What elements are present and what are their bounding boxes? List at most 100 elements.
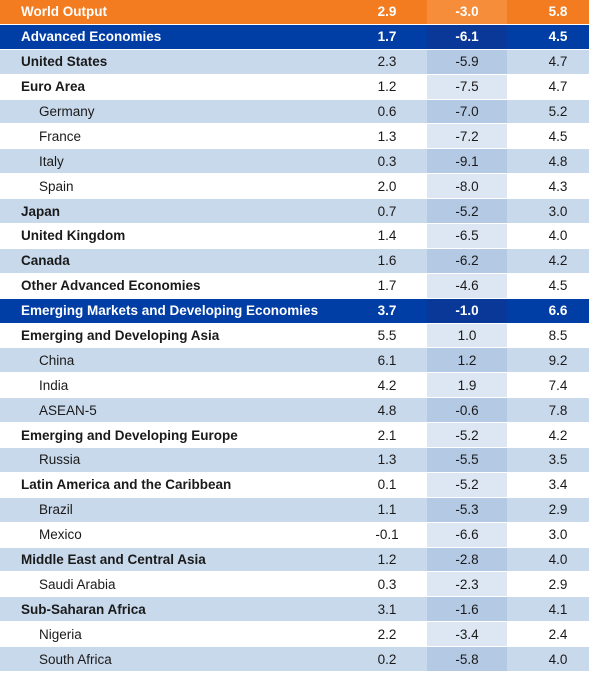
value-2019: 1.2 — [377, 79, 397, 95]
value-2021: 4.5 — [548, 128, 568, 144]
region-label: Nigeria — [39, 626, 82, 642]
value-2019: 3.7 — [377, 303, 397, 319]
value-2019: 1.7 — [377, 29, 397, 45]
value-2019: 0.1 — [377, 477, 397, 493]
region-label: Italy — [39, 153, 64, 169]
table-row: Spain 2.0 -8.0 4.3 — [0, 174, 589, 200]
region-label: India — [39, 377, 69, 393]
value-2020: -2.8 — [427, 547, 507, 572]
table-row: Advanced Economies 1.7 -6.1 4.5 — [0, 24, 589, 50]
value-2019: 0.7 — [377, 203, 397, 219]
value-2020: -1.6 — [427, 597, 507, 622]
value-2019: 1.6 — [377, 253, 397, 269]
value-2021: 2.9 — [548, 502, 568, 518]
value-2020: -5.2 — [427, 472, 507, 497]
value-2021: 8.5 — [548, 328, 568, 344]
value-2020: -7.2 — [427, 124, 507, 149]
value-2020: -4.6 — [427, 273, 507, 298]
region-label: China — [39, 352, 75, 368]
table-row: Canada 1.6 -6.2 4.2 — [0, 248, 589, 274]
value-2021: 7.4 — [548, 377, 568, 393]
region-label: Saudi Arabia — [39, 576, 116, 592]
value-2020: -7.5 — [427, 74, 507, 99]
region-label: United Kingdom — [21, 228, 126, 244]
value-2020: 1.0 — [427, 323, 507, 348]
table-row: Emerging and Developing Asia 5.5 1.0 8.5 — [0, 323, 589, 349]
table-row: Middle East and Central Asia 1.2 -2.8 4.0 — [0, 547, 589, 573]
value-2021: 4.8 — [548, 153, 568, 169]
region-label: Latin America and the Caribbean — [21, 477, 232, 493]
value-2020: -6.6 — [427, 522, 507, 547]
value-2020: -0.6 — [427, 398, 507, 423]
value-2019: 0.6 — [377, 104, 397, 119]
table-row: Brazil 1.1 -5.3 2.9 — [0, 497, 589, 523]
value-2020: -7.0 — [427, 99, 507, 124]
value-2021: 5.8 — [548, 4, 568, 20]
table-row: Emerging Markets and Developing Economie… — [0, 298, 589, 324]
value-2021: 4.0 — [548, 228, 568, 244]
region-label: Mexico — [39, 527, 82, 543]
region-label: Middle East and Central Asia — [21, 552, 206, 568]
value-2019: 2.1 — [377, 427, 397, 443]
table-row: China 6.1 1.2 9.2 — [0, 348, 589, 374]
value-2019: 4.8 — [377, 402, 397, 418]
table-row: United Kingdom 1.4 -6.5 4.0 — [0, 224, 589, 249]
value-2020: -5.8 — [427, 647, 507, 672]
region-label: Emerging and Developing Europe — [21, 427, 238, 443]
value-2021: 4.1 — [548, 601, 568, 617]
value-2019: 3.1 — [377, 601, 397, 617]
value-2021: 3.0 — [548, 203, 568, 219]
value-2020: -8.0 — [427, 174, 507, 199]
value-2021: 4.0 — [548, 651, 568, 667]
value-2021: 9.2 — [548, 352, 568, 368]
table-row: Latin America and the Caribbean 0.1 -5.2 3.… — [0, 472, 589, 498]
region-label: Emerging Markets and Developing Economie… — [21, 303, 319, 319]
value-2020: -6.5 — [427, 224, 507, 248]
value-2019: 0.3 — [377, 576, 397, 592]
value-2021: 3.4 — [548, 477, 568, 493]
value-2020: 1.9 — [427, 373, 507, 398]
value-2020: -1.0 — [427, 298, 507, 323]
value-2020: -6.2 — [427, 248, 507, 273]
region-label: Russia — [39, 452, 81, 468]
value-2019: 1.7 — [377, 278, 397, 294]
value-2019: 0.3 — [377, 153, 397, 169]
table-row: France 1.3 -7.2 4.5 — [0, 124, 589, 150]
value-2019: 0.2 — [377, 651, 397, 667]
value-2020: -5.3 — [427, 497, 507, 522]
table-row: India 4.2 1.9 7.4 — [0, 373, 589, 399]
region-label: Germany — [39, 104, 95, 119]
table-row: Japan 0.7 -5.2 3.0 — [0, 199, 589, 225]
value-2020: 1.2 — [427, 348, 507, 373]
value-2020: -6.1 — [427, 24, 507, 49]
value-2019: 4.2 — [377, 377, 397, 393]
table-row: United States 2.3 -5.9 4.7 — [0, 49, 589, 75]
value-2020: -3.0 — [427, 0, 507, 24]
table-row: South Africa 0.2 -5.8 4.0 — [0, 647, 589, 673]
region-label: Brazil — [39, 502, 73, 518]
region-label: United States — [21, 54, 108, 70]
value-2021: 2.4 — [548, 626, 568, 642]
region-label: South Africa — [39, 651, 112, 667]
region-label: Spain — [39, 178, 74, 194]
region-label: World Output — [21, 4, 107, 20]
value-2021: 4.2 — [548, 427, 568, 443]
value-2020: -5.2 — [427, 423, 507, 448]
value-2021: 4.3 — [548, 178, 568, 194]
value-2019: -0.1 — [375, 527, 399, 543]
region-label: Japan — [21, 203, 61, 219]
value-2021: 4.7 — [548, 54, 568, 70]
value-2019: 2.0 — [377, 178, 397, 194]
table-row: World Output 2.9 -3.0 5.8 — [0, 0, 589, 25]
value-2020: -2.3 — [427, 572, 507, 597]
table-row: Emerging and Developing Europe 2.1 -5.2 4.2 — [0, 423, 589, 449]
region-label: Other Advanced Economies — [21, 278, 201, 294]
table-row: Euro Area 1.2 -7.5 4.7 — [0, 74, 589, 100]
table-row: ASEAN-5 4.8 -0.6 7.8 — [0, 398, 589, 424]
value-2021: 4.2 — [548, 253, 568, 269]
region-label: ASEAN-5 — [39, 402, 97, 418]
value-2021: 4.0 — [548, 552, 568, 568]
value-2020: -5.5 — [427, 448, 507, 472]
table-row: Sub-Saharan Africa 3.1 -1.6 4.1 — [0, 597, 589, 623]
value-2021: 5.2 — [548, 104, 568, 119]
